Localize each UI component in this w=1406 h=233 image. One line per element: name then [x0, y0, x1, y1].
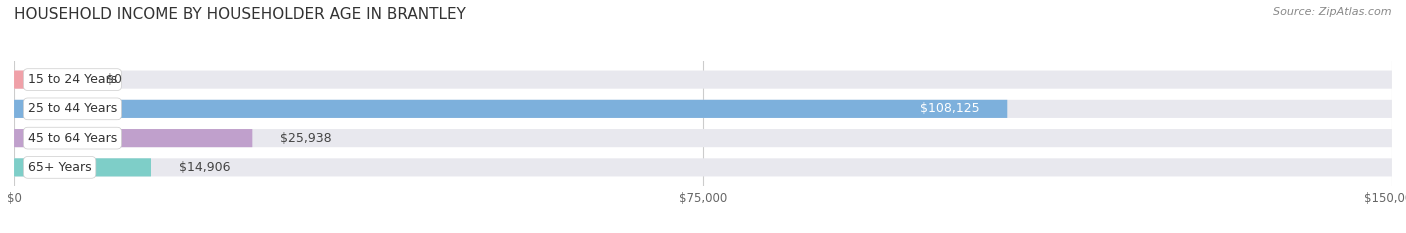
FancyBboxPatch shape — [14, 71, 79, 89]
FancyBboxPatch shape — [14, 71, 1392, 89]
Text: Source: ZipAtlas.com: Source: ZipAtlas.com — [1274, 7, 1392, 17]
FancyBboxPatch shape — [14, 100, 1007, 118]
Text: 15 to 24 Years: 15 to 24 Years — [28, 73, 117, 86]
Text: $0: $0 — [105, 73, 122, 86]
Text: $108,125: $108,125 — [920, 102, 980, 115]
FancyBboxPatch shape — [14, 100, 1392, 118]
FancyBboxPatch shape — [14, 129, 1392, 147]
FancyBboxPatch shape — [14, 129, 252, 147]
Text: $14,906: $14,906 — [179, 161, 231, 174]
Text: HOUSEHOLD INCOME BY HOUSEHOLDER AGE IN BRANTLEY: HOUSEHOLD INCOME BY HOUSEHOLDER AGE IN B… — [14, 7, 465, 22]
FancyBboxPatch shape — [14, 158, 150, 176]
Text: $25,938: $25,938 — [280, 132, 332, 145]
Text: 25 to 44 Years: 25 to 44 Years — [28, 102, 117, 115]
FancyBboxPatch shape — [14, 158, 1392, 176]
Text: 45 to 64 Years: 45 to 64 Years — [28, 132, 117, 145]
Text: 65+ Years: 65+ Years — [28, 161, 91, 174]
